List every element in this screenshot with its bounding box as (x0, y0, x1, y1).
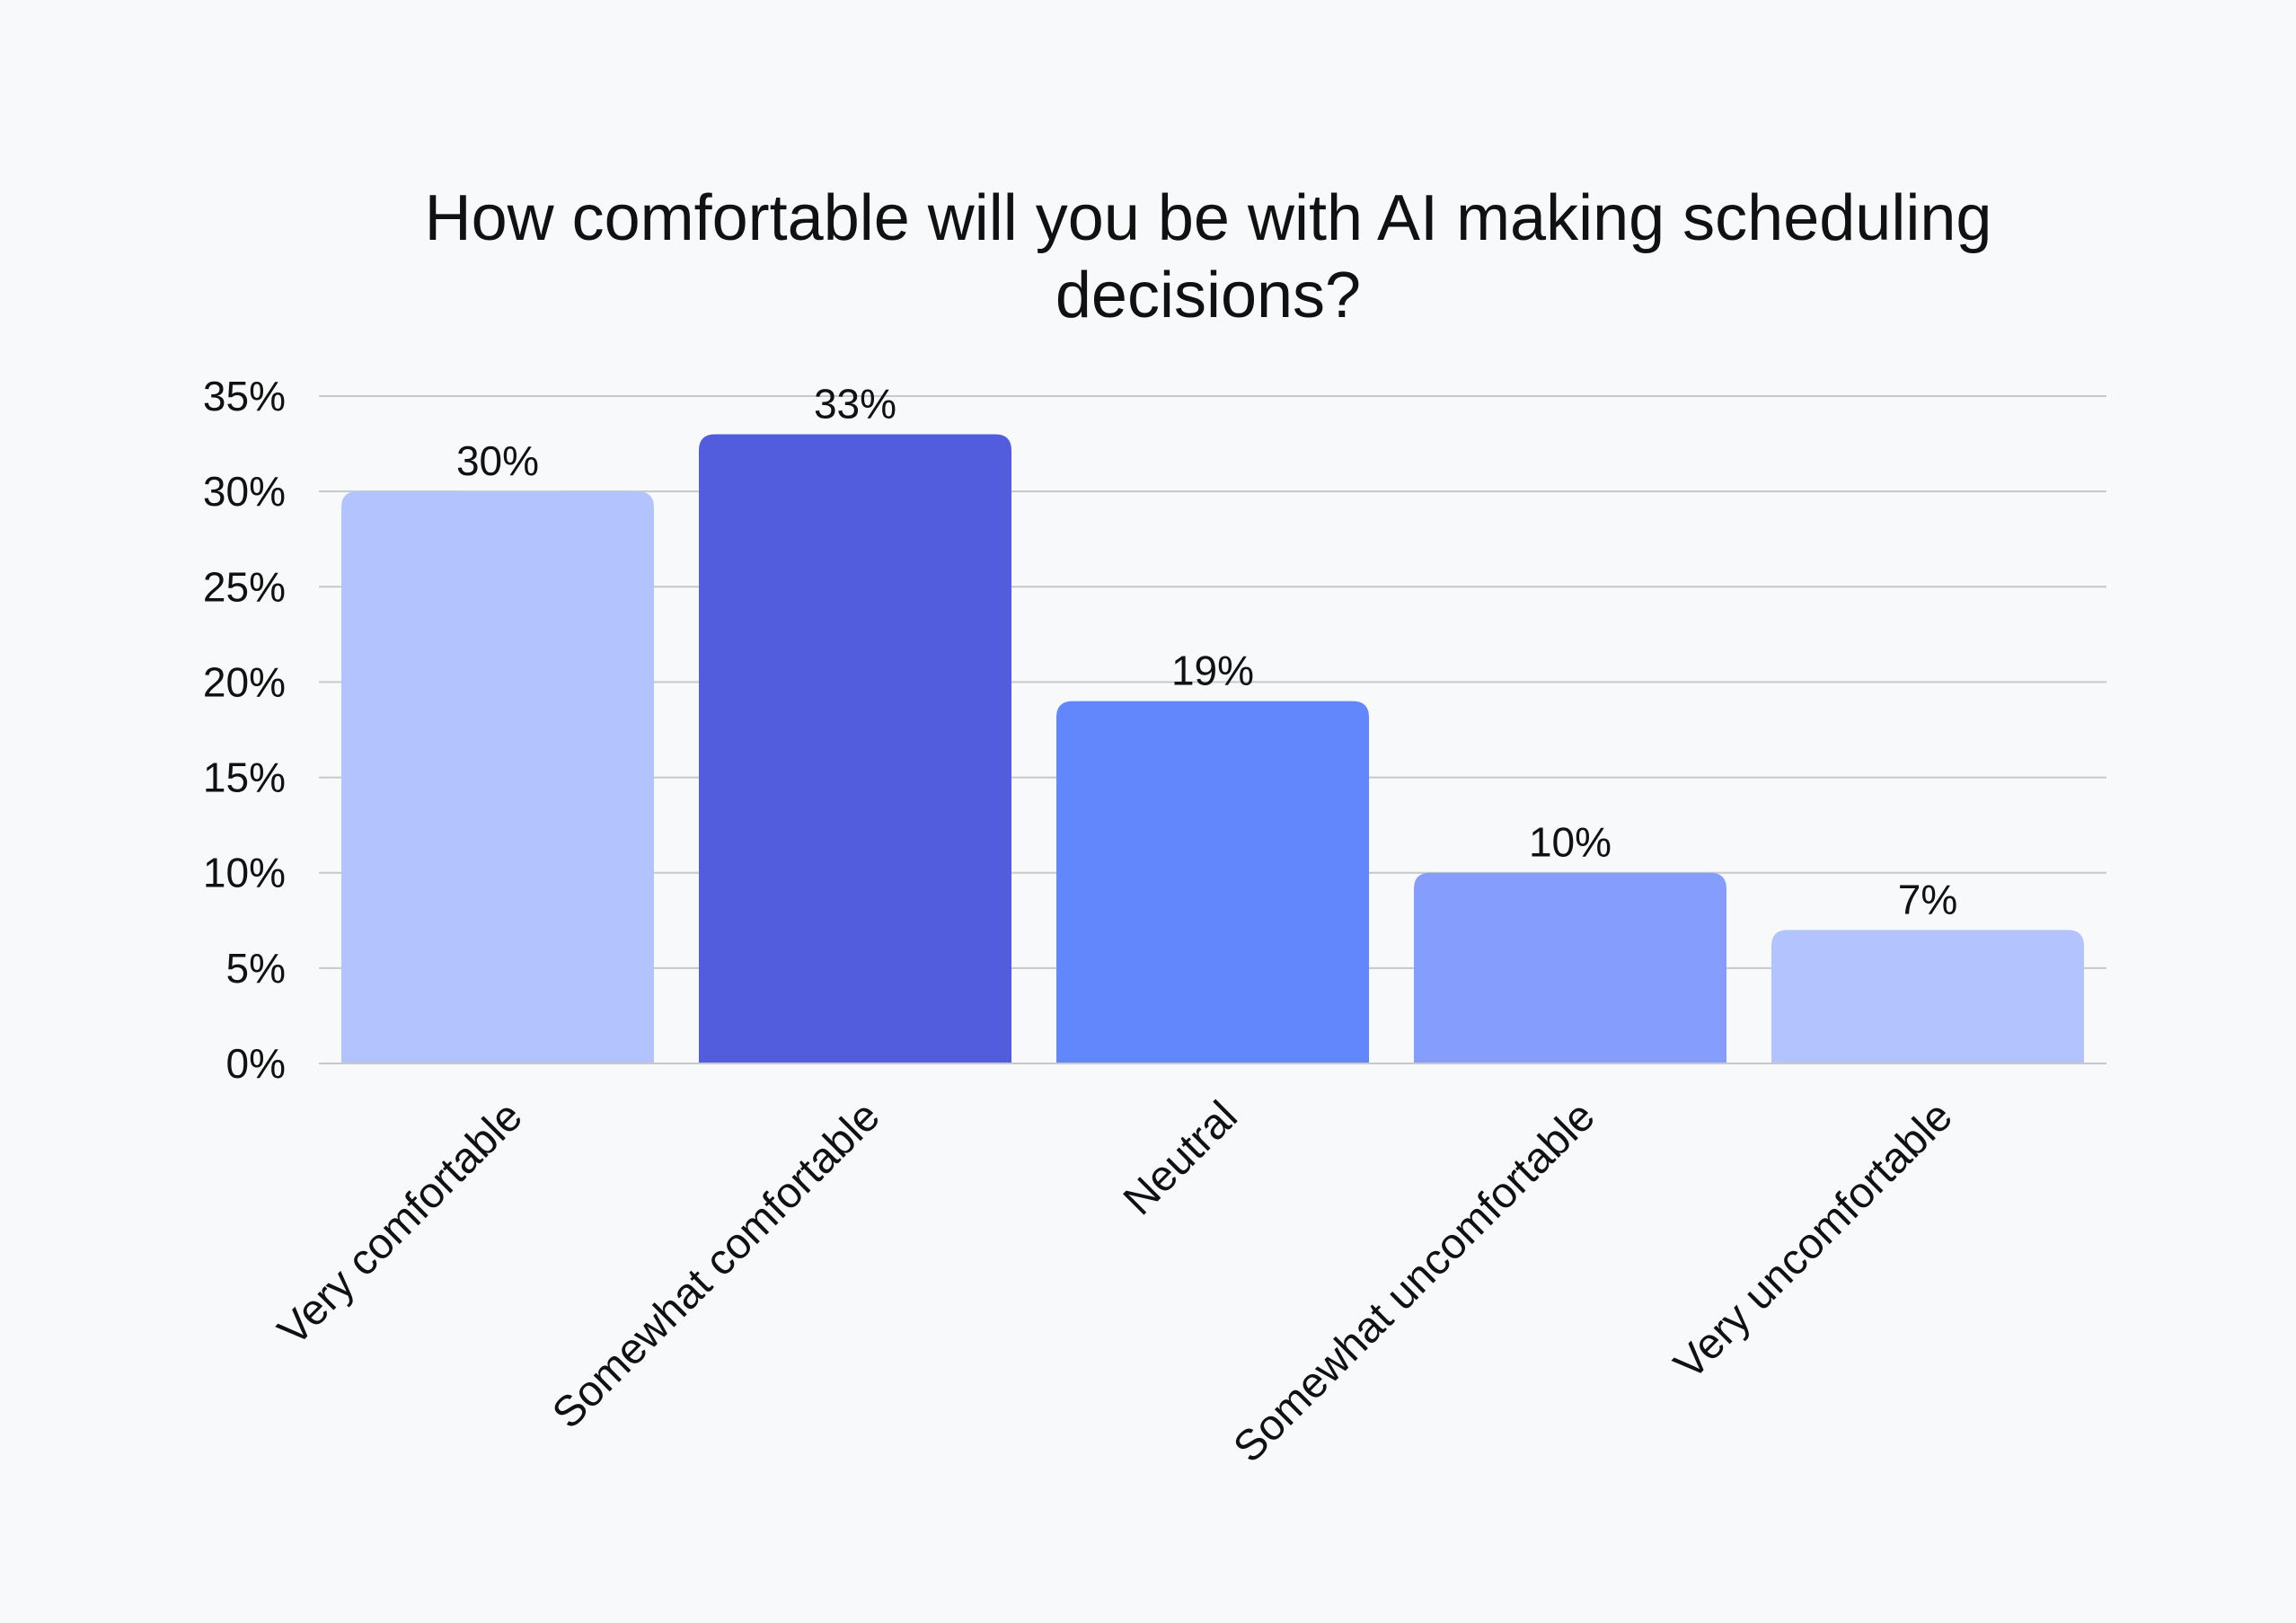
x-tick-label: Somewhat comfortable (543, 1092, 889, 1438)
x-tick-label: Somewhat uncomfortable (1224, 1092, 1603, 1471)
x-tick-label: Very comfortable (269, 1092, 532, 1354)
y-tick-label: 20% (203, 658, 286, 705)
y-tick-label: 5% (226, 945, 286, 992)
y-tick-label: 15% (203, 754, 286, 801)
data-label: 7% (1898, 876, 1957, 922)
y-tick-label: 0% (226, 1040, 286, 1087)
chart-title: How comfortable will you be with AI maki… (424, 182, 1992, 331)
data-label: 33% (814, 380, 896, 427)
bar (1056, 701, 1369, 1063)
bar (1771, 930, 2084, 1063)
x-tick-label: Neutral (1115, 1092, 1247, 1224)
bar (699, 434, 1011, 1063)
x-tick-label: Very uncomfortable (1665, 1092, 1962, 1389)
y-tick-label: 25% (203, 563, 286, 610)
y-tick-label: 10% (203, 850, 286, 896)
y-tick-label: 30% (203, 468, 286, 515)
data-label: 30% (456, 437, 539, 484)
bar (341, 491, 654, 1063)
data-label: 10% (1529, 819, 1612, 866)
y-tick-label: 35% (203, 373, 286, 419)
bar (1414, 872, 1726, 1063)
data-label: 19% (1171, 648, 1254, 694)
